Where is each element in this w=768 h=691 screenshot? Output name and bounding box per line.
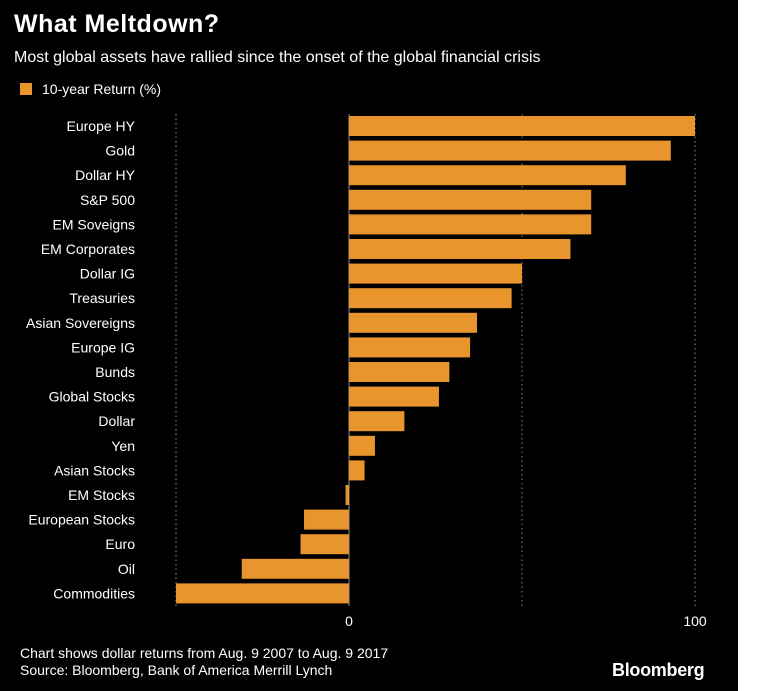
bar	[349, 435, 375, 456]
bar	[349, 460, 365, 481]
bar	[349, 411, 405, 432]
footnote: Chart shows dollar returns from Aug. 9 2…	[20, 645, 388, 679]
bar	[349, 189, 592, 210]
bar	[345, 485, 349, 505]
bar	[349, 312, 478, 333]
category-label: Oil	[118, 561, 135, 577]
category-label: S&P 500	[80, 192, 135, 208]
category-label: Treasuries	[69, 290, 135, 306]
category-label: Europe HY	[67, 118, 136, 134]
category-label: EM Soveigns	[53, 216, 135, 232]
bar	[349, 116, 695, 136]
chart-card: What Meltdown? Most global assets have r…	[0, 0, 738, 691]
category-label: European Stocks	[28, 512, 135, 528]
bar	[349, 362, 450, 382]
category-labels: Europe HY Gold Dollar HY S&P 500 EM Soveigns…	[26, 118, 136, 601]
bar	[349, 263, 522, 284]
category-label: Dollar HY	[75, 167, 136, 183]
bar	[349, 288, 512, 309]
x-tick-label: 100	[683, 613, 707, 629]
category-label: Europe IG	[71, 339, 135, 355]
legend-swatch	[20, 83, 32, 95]
category-label: Bunds	[95, 364, 135, 380]
legend: 10-year Return (%)	[20, 81, 161, 97]
x-axis-ticks: 0 100	[345, 613, 707, 629]
bar	[349, 239, 571, 259]
category-label: Commodities	[53, 585, 135, 601]
category-label: Asian Stocks	[54, 462, 135, 478]
bar	[349, 386, 439, 407]
category-label: Dollar	[98, 413, 135, 429]
bar	[241, 558, 349, 579]
bar-chart: Europe HY Gold Dollar HY S&P 500 EM Soveigns…	[26, 114, 707, 629]
category-label: Gold	[105, 143, 135, 159]
footnote-note: Chart shows dollar returns from Aug. 9 2…	[20, 645, 389, 661]
legend-label: 10-year Return (%)	[42, 81, 162, 97]
bar	[304, 509, 349, 530]
category-label: EM Corporates	[41, 241, 135, 257]
bar	[349, 337, 471, 358]
chart-subtitle: Most global assets have rallied since th…	[14, 49, 541, 66]
bar	[300, 534, 349, 555]
category-label: Euro	[105, 536, 135, 552]
x-tick-label: 0	[345, 613, 353, 629]
grid-layer	[175, 114, 696, 606]
category-label: Asian Sovereigns	[26, 315, 135, 331]
category-label: EM Stocks	[68, 487, 135, 503]
bar-layer	[176, 116, 695, 604]
chart-title: What Meltdown?	[14, 10, 220, 38]
category-label: Global Stocks	[49, 389, 135, 405]
bloomberg-logo: Bloomberg	[612, 660, 705, 680]
bar	[176, 583, 349, 604]
bar	[349, 214, 592, 235]
category-label: Dollar IG	[80, 266, 135, 282]
bar	[349, 165, 626, 186]
footnote-source: Source: Bloomberg, Bank of America Merri…	[20, 662, 333, 678]
category-label: Yen	[111, 438, 135, 454]
bar	[349, 140, 671, 161]
